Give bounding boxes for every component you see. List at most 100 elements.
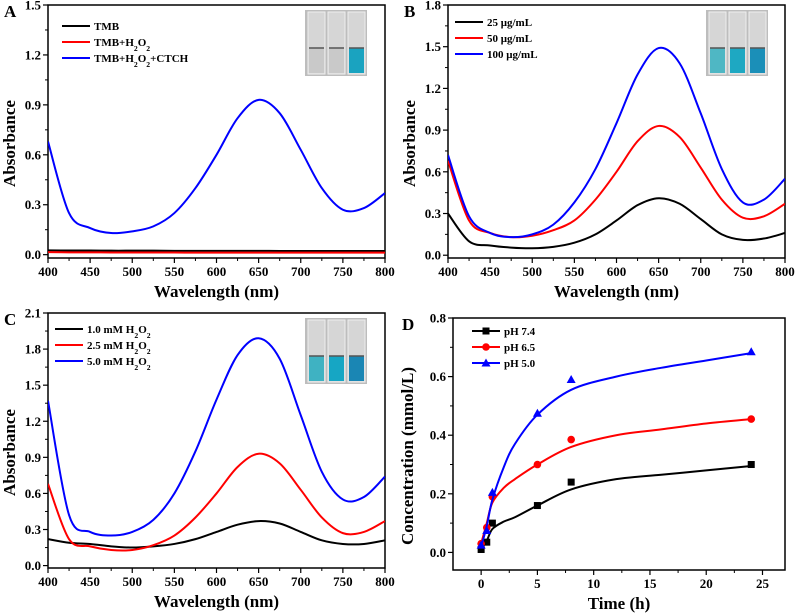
legend-subscript: 2: [147, 347, 151, 356]
series-1-0-mm-h2o2: [48, 520, 385, 549]
x-tick-label: 800: [375, 264, 395, 279]
series-line: [48, 520, 385, 549]
legend-text: O: [138, 340, 147, 352]
data-point-square: [488, 519, 496, 527]
y-axis-label: Concentration (mmol/L): [398, 367, 417, 545]
cuvette-liquid: [329, 48, 344, 73]
y-tick-label: 0.6: [430, 369, 447, 384]
y-tick-label: 0.6: [425, 164, 442, 179]
series-line: [48, 337, 385, 537]
x-tick-label: 550: [565, 264, 585, 279]
legend-entry: pH 7.4: [472, 326, 536, 338]
cuvette-liquid: [349, 356, 364, 381]
cuvette-photo-inset: [305, 10, 367, 76]
series-ph-7-4: [477, 461, 755, 553]
legend-entry: pH 6.5: [472, 342, 536, 354]
series-line: [48, 98, 385, 235]
legend-label: 2.5 mM H2O2: [87, 340, 151, 356]
legend-text: TMB+H: [94, 37, 134, 49]
y-tick-label: 0.0: [425, 248, 441, 263]
data-point-triangle: [487, 487, 497, 496]
legend-label: 25 μg/mL: [487, 17, 532, 29]
panel-b: 400 450 500 550 600 650 700 750 800 0.0 0.3 0.6 0.9 1…: [400, 0, 795, 301]
legend-label: 5.0 mM H2O2: [87, 356, 151, 372]
data-point-circle: [482, 343, 490, 351]
legend-text: 5.0 mM H: [87, 356, 135, 368]
panel-letter: A: [4, 2, 17, 21]
x-tick-label: 400: [438, 264, 458, 279]
legend-text: pH 6.5: [504, 342, 536, 354]
fit-line: [480, 418, 752, 544]
x-tick-label: 10: [587, 576, 600, 591]
cuvette-liquid: [710, 48, 725, 73]
x-tick-label: 500: [123, 574, 143, 589]
legend-label: pH 5.0: [504, 358, 536, 370]
legend-label: 50 μg/mL: [487, 33, 532, 45]
x-tick-label: 800: [375, 574, 395, 589]
legend-entry: 50 μg/mL: [455, 33, 532, 45]
cuvette-liquid: [329, 356, 344, 381]
y-tick-label: 0.9: [425, 123, 442, 138]
data-point-triangle: [482, 525, 492, 534]
panel-letter: D: [402, 315, 414, 334]
y-tick-label: 0.9: [25, 97, 42, 112]
series-tmb-h2o2: [48, 251, 385, 254]
legend-label: pH 7.4: [504, 326, 536, 338]
y-tick-label: 0.2: [430, 486, 446, 501]
series-line: [48, 249, 385, 253]
y-tick-label: 0.3: [425, 206, 442, 221]
cuvette-liquid: [309, 48, 324, 73]
legend-entry: TMB+H2O2: [62, 37, 150, 53]
panel-c: 400 450 500 550 600 650 700 750 800 0.0 0.3 0.6 0.9 1…: [0, 306, 395, 612]
series-2-5-mm-h2o2: [48, 452, 385, 552]
legend-text: TMB+H: [94, 53, 134, 65]
x-tick-label: 25: [756, 576, 770, 591]
data-point-square: [483, 538, 491, 546]
x-tick-label: 20: [700, 576, 713, 591]
y-tick-label: 1.5: [25, 0, 42, 13]
y-tick-label: 0.8: [430, 311, 447, 326]
x-tick-label: 600: [607, 264, 627, 279]
data-point-square: [477, 545, 485, 553]
x-tick-label: 650: [249, 264, 269, 279]
x-tick-label: 600: [207, 574, 227, 589]
data-point-triangle: [532, 408, 542, 417]
legend-text: 25 μg/mL: [487, 17, 532, 29]
series-tmb: [48, 249, 385, 253]
series-ph-5-0: [476, 347, 756, 549]
y-tick-label: 0.0: [25, 558, 41, 573]
data-point-square: [482, 327, 490, 335]
x-tick-label: 450: [480, 264, 500, 279]
x-tick-label: 0: [478, 576, 485, 591]
legend-entry: 100 μg/mL: [455, 49, 538, 61]
legend-text: pH 5.0: [504, 358, 536, 370]
cuvette-photo-inset: [706, 10, 768, 76]
cuvette-liquid: [750, 48, 765, 73]
x-axis-label: Wavelength (nm): [154, 282, 279, 301]
x-tick-label: 5: [534, 576, 541, 591]
legend-entry: 25 μg/mL: [455, 17, 532, 29]
x-tick-label: 450: [80, 264, 100, 279]
data-point-square: [533, 502, 541, 510]
x-tick-label: 600: [207, 264, 227, 279]
x-tick-label: 700: [291, 574, 311, 589]
series-line: [48, 251, 385, 254]
legend-subscript: 2: [147, 363, 151, 372]
y-tick-label: 1.8: [425, 0, 442, 13]
legend-text: TMB: [94, 21, 120, 33]
series-line: [448, 197, 785, 250]
data-point-circle: [533, 460, 542, 469]
legend-label: TMB: [94, 21, 120, 33]
data-point-triangle: [746, 347, 756, 356]
legend-entry: pH 5.0: [472, 358, 536, 370]
legend-entry: TMB+H2O2+CTCH: [62, 53, 189, 69]
y-tick-label: 0.0: [25, 247, 41, 262]
y-tick-label: 1.8: [25, 342, 42, 357]
y-axis-label: Absorbance: [400, 100, 419, 187]
legend-subscript: 2: [147, 331, 151, 340]
legend-label: TMB+H2O2+CTCH: [94, 53, 189, 69]
y-tick-label: 1.5: [25, 378, 42, 393]
data-point-triangle: [566, 375, 576, 384]
y-tick-label: 1.2: [425, 81, 441, 96]
